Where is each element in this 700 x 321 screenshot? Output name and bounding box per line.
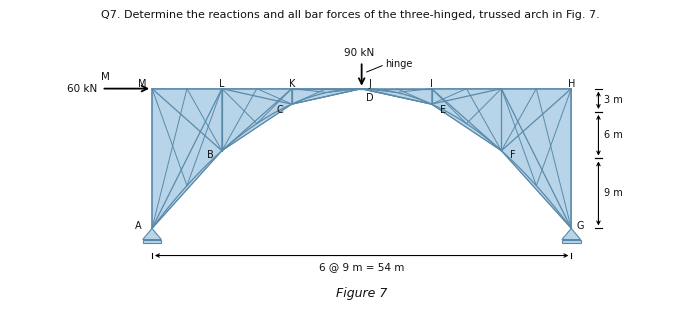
- Text: F: F: [510, 150, 516, 160]
- Text: 90 kN: 90 kN: [344, 48, 374, 57]
- Text: 60 kN: 60 kN: [67, 83, 98, 94]
- Text: D: D: [365, 93, 373, 103]
- Polygon shape: [431, 89, 501, 151]
- Text: A: A: [134, 221, 141, 231]
- Text: M: M: [139, 79, 147, 89]
- Text: J: J: [368, 79, 371, 89]
- Text: 6 m: 6 m: [604, 130, 622, 140]
- Polygon shape: [143, 228, 161, 239]
- Polygon shape: [562, 228, 580, 239]
- Polygon shape: [501, 89, 571, 228]
- Text: H: H: [568, 79, 575, 89]
- Polygon shape: [292, 89, 362, 104]
- Text: Q7. Determine the reactions and all bar forces of the three-hinged, trussed arch: Q7. Determine the reactions and all bar …: [101, 10, 599, 20]
- Text: C: C: [276, 105, 284, 115]
- Text: Figure 7: Figure 7: [336, 287, 387, 299]
- Polygon shape: [362, 89, 431, 104]
- Text: 3 m: 3 m: [604, 95, 622, 105]
- Polygon shape: [152, 89, 222, 228]
- Text: 6 @ 9 m = 54 m: 6 @ 9 m = 54 m: [319, 262, 405, 272]
- Text: B: B: [207, 150, 214, 160]
- Polygon shape: [143, 239, 161, 243]
- Polygon shape: [562, 239, 580, 243]
- Text: E: E: [440, 105, 446, 115]
- Text: M: M: [101, 72, 110, 82]
- Text: hinge: hinge: [385, 59, 412, 69]
- Text: 9 m: 9 m: [604, 188, 622, 198]
- Polygon shape: [222, 89, 292, 151]
- Text: G: G: [577, 221, 584, 231]
- Text: K: K: [288, 79, 295, 89]
- Text: L: L: [219, 79, 225, 89]
- Text: I: I: [430, 79, 433, 89]
